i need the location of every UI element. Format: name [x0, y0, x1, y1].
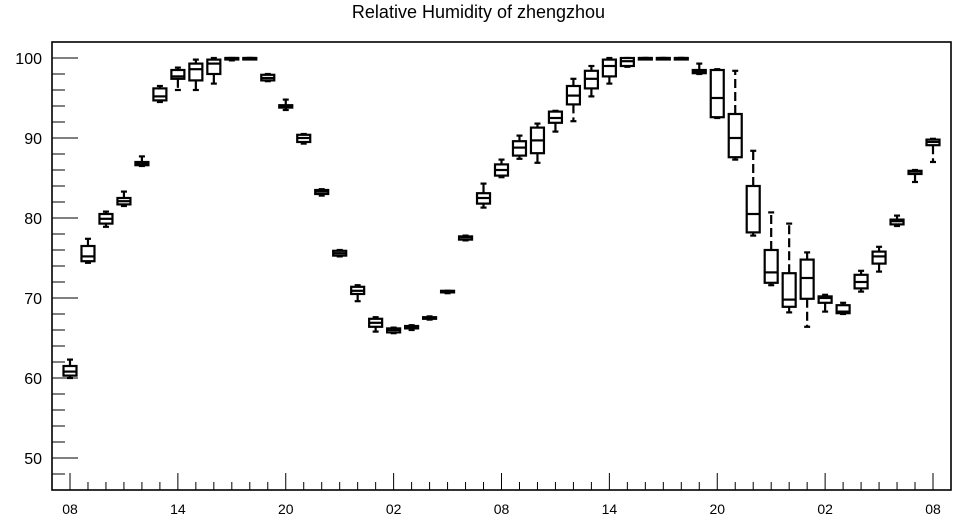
- box-iqr: [835, 304, 851, 315]
- box-iqr: [763, 248, 779, 284]
- box-iqr: [727, 112, 743, 159]
- box-iqr: [601, 58, 617, 78]
- x-tick-label: 20: [278, 501, 294, 517]
- box-iqr: [152, 87, 168, 102]
- x-tick-label: 02: [817, 501, 833, 517]
- x-tick-label: 02: [386, 501, 402, 517]
- y-tick-label: 70: [24, 291, 42, 308]
- y-tick-label: 50: [24, 451, 42, 468]
- box-iqr: [745, 184, 761, 234]
- y-tick-label: 100: [15, 51, 42, 68]
- x-tick-label: 08: [62, 501, 78, 517]
- chart-title: Relative Humidity of zhengzhou: [351, 2, 606, 22]
- x-tick-label: 08: [925, 501, 941, 517]
- x-tick-label: 20: [709, 501, 725, 517]
- box-iqr: [799, 258, 815, 300]
- box-iqr: [817, 295, 833, 304]
- box-iqr: [188, 62, 204, 82]
- box-iqr: [80, 244, 96, 263]
- x-tick-label: 08: [494, 501, 510, 517]
- y-tick-label: 80: [24, 211, 42, 228]
- y-tick-label: 60: [24, 371, 42, 388]
- x-tick-label: 14: [170, 501, 186, 517]
- box-iqr: [871, 250, 887, 265]
- box-iqr: [170, 68, 186, 80]
- box-iqr: [781, 272, 797, 308]
- box-iqr: [709, 68, 725, 119]
- plot-frame: [51, 41, 952, 491]
- y-tick-label: 90: [24, 131, 42, 148]
- x-tick-label: 14: [602, 501, 618, 517]
- box-iqr: [206, 58, 222, 76]
